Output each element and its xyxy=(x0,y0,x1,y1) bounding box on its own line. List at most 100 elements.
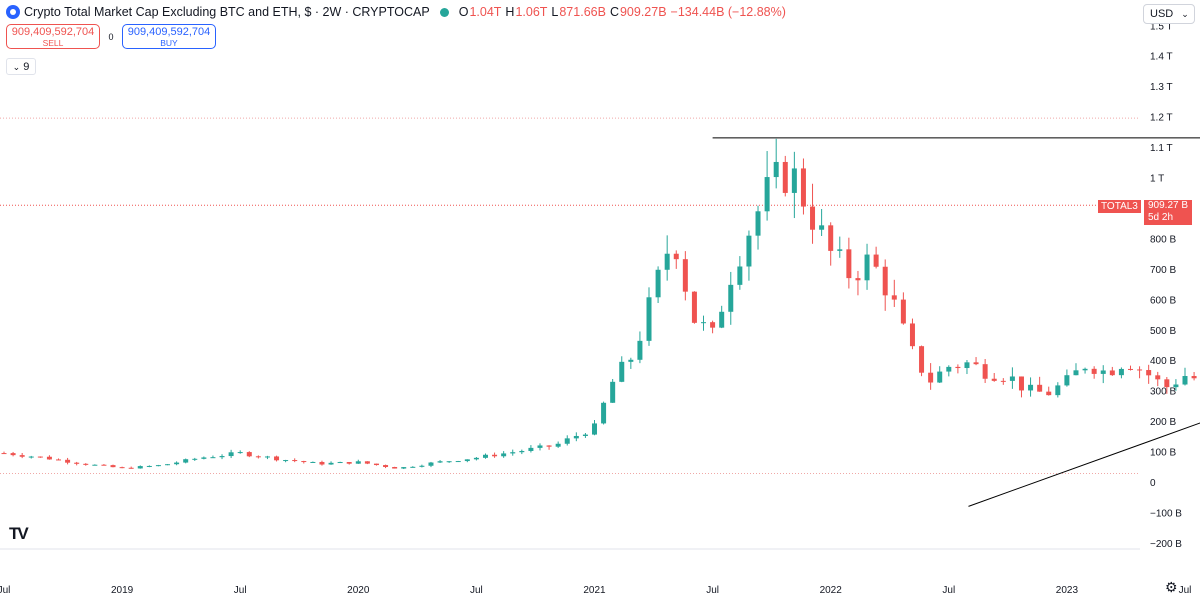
candle-body xyxy=(37,456,43,458)
candle-body xyxy=(383,465,389,468)
indicators-toggle-button[interactable]: ⌄ 9 xyxy=(6,58,36,75)
candle-body xyxy=(1109,370,1115,376)
candle-body xyxy=(92,464,98,466)
candle-body xyxy=(982,364,988,379)
tradingview-logo-icon[interactable]: TV xyxy=(9,524,29,543)
candle-body xyxy=(955,366,961,369)
price-tick-label: −100 B xyxy=(1150,508,1182,519)
candle-body xyxy=(800,168,806,207)
candle-body xyxy=(1037,384,1043,392)
candle-body xyxy=(428,462,434,466)
symbol-logo-icon[interactable] xyxy=(6,5,20,19)
candle-body xyxy=(1018,376,1024,391)
candle-body xyxy=(528,447,534,451)
time-tick-label: Jul xyxy=(706,585,719,596)
candle-body xyxy=(664,253,670,270)
candle-body xyxy=(110,465,116,468)
sell-label: SELL xyxy=(42,38,64,48)
candle-body xyxy=(937,371,943,383)
candle-body xyxy=(174,462,180,465)
support-trend-line[interactable] xyxy=(968,138,1200,507)
price-tick-label: 200 B xyxy=(1150,417,1176,428)
candle-body xyxy=(828,225,834,251)
candle-body xyxy=(510,452,516,454)
time-axis[interactable]: Jul2019Jul2020Jul2021Jul2022Jul2023Jul20… xyxy=(0,585,1200,596)
candle-body xyxy=(1118,368,1124,376)
candle-body xyxy=(1191,376,1197,379)
price-axis[interactable]: −200 B −100 B 0 100 B 200 B 300 B 400 B 500 B 60… xyxy=(1150,21,1182,550)
candle-body xyxy=(819,225,825,230)
candle-body xyxy=(655,269,661,298)
candle-body xyxy=(201,457,207,459)
candle-body xyxy=(1182,376,1188,385)
candle-body xyxy=(973,362,979,365)
candle-body xyxy=(946,366,952,372)
price-tick-label: 700 B xyxy=(1150,265,1176,276)
candle-body xyxy=(1137,369,1143,371)
candle-body xyxy=(891,295,897,300)
candle-body xyxy=(464,459,470,462)
drawing-annotations[interactable] xyxy=(712,28,1200,507)
buy-button[interactable]: 909,409,592,704 BUY xyxy=(122,24,216,49)
candle-body xyxy=(909,323,915,347)
candle-body xyxy=(1100,370,1106,374)
candle-body xyxy=(919,346,925,373)
time-tick-label: Jul xyxy=(942,585,955,596)
candle-body xyxy=(264,456,270,458)
buy-label: BUY xyxy=(160,38,178,48)
price-tick-label: 1.2 T xyxy=(1150,113,1173,124)
candle-body xyxy=(537,445,543,448)
candle-body xyxy=(782,161,788,193)
time-tick-label: 2021 xyxy=(583,585,606,596)
candle-body xyxy=(274,456,280,461)
candle-body xyxy=(328,462,334,465)
sell-price: 909,409,592,704 xyxy=(11,26,95,38)
candle-body xyxy=(991,378,997,381)
indicator-count: 9 xyxy=(23,60,30,73)
ohlc-open: O1.04T xyxy=(458,5,502,19)
settings-gear-icon[interactable]: ⚙ xyxy=(1165,579,1178,595)
candle-body xyxy=(364,461,370,464)
bar-countdown: 5d 2h xyxy=(1148,212,1174,223)
sell-button[interactable]: 909,409,592,704 SELL xyxy=(6,24,100,49)
candle-body xyxy=(846,249,852,279)
ohlc-change: −134.44B (−12.88%) xyxy=(670,5,786,19)
candle-body xyxy=(1046,391,1052,396)
candle-body xyxy=(755,211,761,236)
candle-body xyxy=(255,456,261,458)
currency-selector[interactable]: USD ⌄ xyxy=(1143,4,1195,24)
candle-body xyxy=(74,462,80,464)
candle-body xyxy=(19,455,25,457)
last-price-label: 909.27 B 5d 2h xyxy=(1144,200,1192,225)
candle-body xyxy=(1064,375,1070,386)
time-tick-label: 2022 xyxy=(820,585,843,596)
candle-body xyxy=(28,456,34,458)
candle-body xyxy=(410,466,416,468)
trade-panel: 909,409,592,704 SELL 0 909,409,592,704 B… xyxy=(6,24,216,49)
candle-body xyxy=(10,453,16,456)
candle-body xyxy=(601,402,607,424)
candle-body xyxy=(737,266,743,285)
candle-body xyxy=(219,456,225,458)
candle-body xyxy=(137,466,143,469)
candle-body xyxy=(1,453,7,455)
candle-body xyxy=(882,266,888,296)
candle-body xyxy=(119,467,125,469)
candle-body xyxy=(165,464,171,466)
candle-body xyxy=(292,460,298,462)
candle-body xyxy=(310,461,316,463)
ohlc-low: L871.66B xyxy=(551,5,606,19)
time-tick-label: Jul xyxy=(0,585,10,596)
symbol-price-label: TOTAL3 xyxy=(1098,200,1141,213)
candle-body xyxy=(482,454,488,458)
candle-body xyxy=(864,254,870,281)
candle-body xyxy=(419,465,425,467)
candle-body xyxy=(710,322,716,328)
candle-body xyxy=(928,372,934,383)
candle-body xyxy=(728,284,734,312)
candle-body xyxy=(1082,368,1088,371)
last-price-value: 909.27 B xyxy=(1148,200,1189,211)
candle-body xyxy=(546,445,552,447)
candle-body xyxy=(455,461,461,463)
